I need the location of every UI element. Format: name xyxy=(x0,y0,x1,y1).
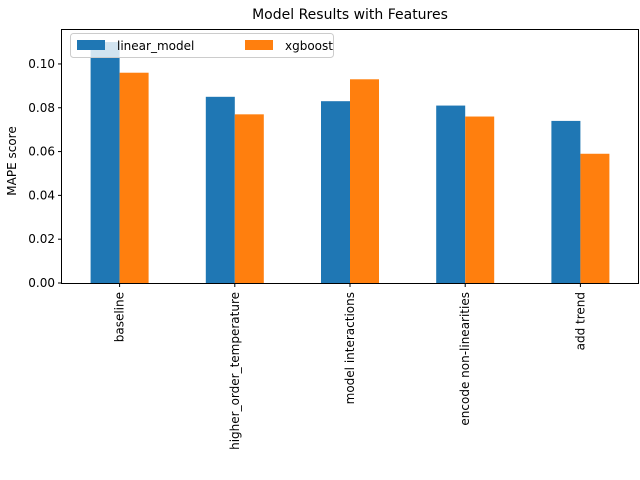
bar-xgboost xyxy=(234,114,264,283)
y-axis: 0.00 0.02 0.04 0.06 0.08 0.10 xyxy=(28,57,62,290)
legend-label-linear-model: linear_model xyxy=(117,39,194,53)
bar-linear-model xyxy=(436,105,466,283)
y-tick-label: 0.06 xyxy=(28,145,55,159)
y-tick-label: 0.10 xyxy=(28,57,55,71)
x-tick-label: encode non-linearities xyxy=(458,292,472,426)
bar-linear-model xyxy=(205,96,235,283)
legend-swatch-linear-model xyxy=(77,40,105,50)
x-tick-label: higher_order_temperature xyxy=(228,292,242,450)
legend-box xyxy=(70,33,334,58)
y-tick-label: 0.02 xyxy=(28,232,55,246)
x-tick-label: baseline xyxy=(113,292,127,342)
bar-linear-model xyxy=(90,42,120,283)
y-tick-label: 0.00 xyxy=(28,276,55,290)
bar-linear-model xyxy=(551,120,581,284)
bar-xgboost xyxy=(580,153,610,283)
bar-linear-model xyxy=(321,101,350,283)
legend-swatch-xgboost xyxy=(245,40,273,50)
legend: linear_model xgboost xyxy=(70,33,334,58)
bar-xgboost xyxy=(465,116,495,284)
legend-label-xgboost: xgboost xyxy=(285,39,333,53)
bar-xgboost xyxy=(119,72,149,283)
y-axis-label: MAPE score xyxy=(5,126,19,195)
plot-frame xyxy=(61,29,639,284)
x-tick-label: model interactions xyxy=(343,292,357,404)
y-tick-label: 0.08 xyxy=(28,101,55,115)
bars xyxy=(90,42,610,284)
bar-xgboost xyxy=(350,79,379,284)
x-tick-label: add trend xyxy=(573,292,587,350)
x-axis: baseline higher_order_temperature model in… xyxy=(113,283,587,450)
chart-title: Model Results with Features xyxy=(252,7,448,23)
y-tick-label: 0.04 xyxy=(28,188,55,202)
